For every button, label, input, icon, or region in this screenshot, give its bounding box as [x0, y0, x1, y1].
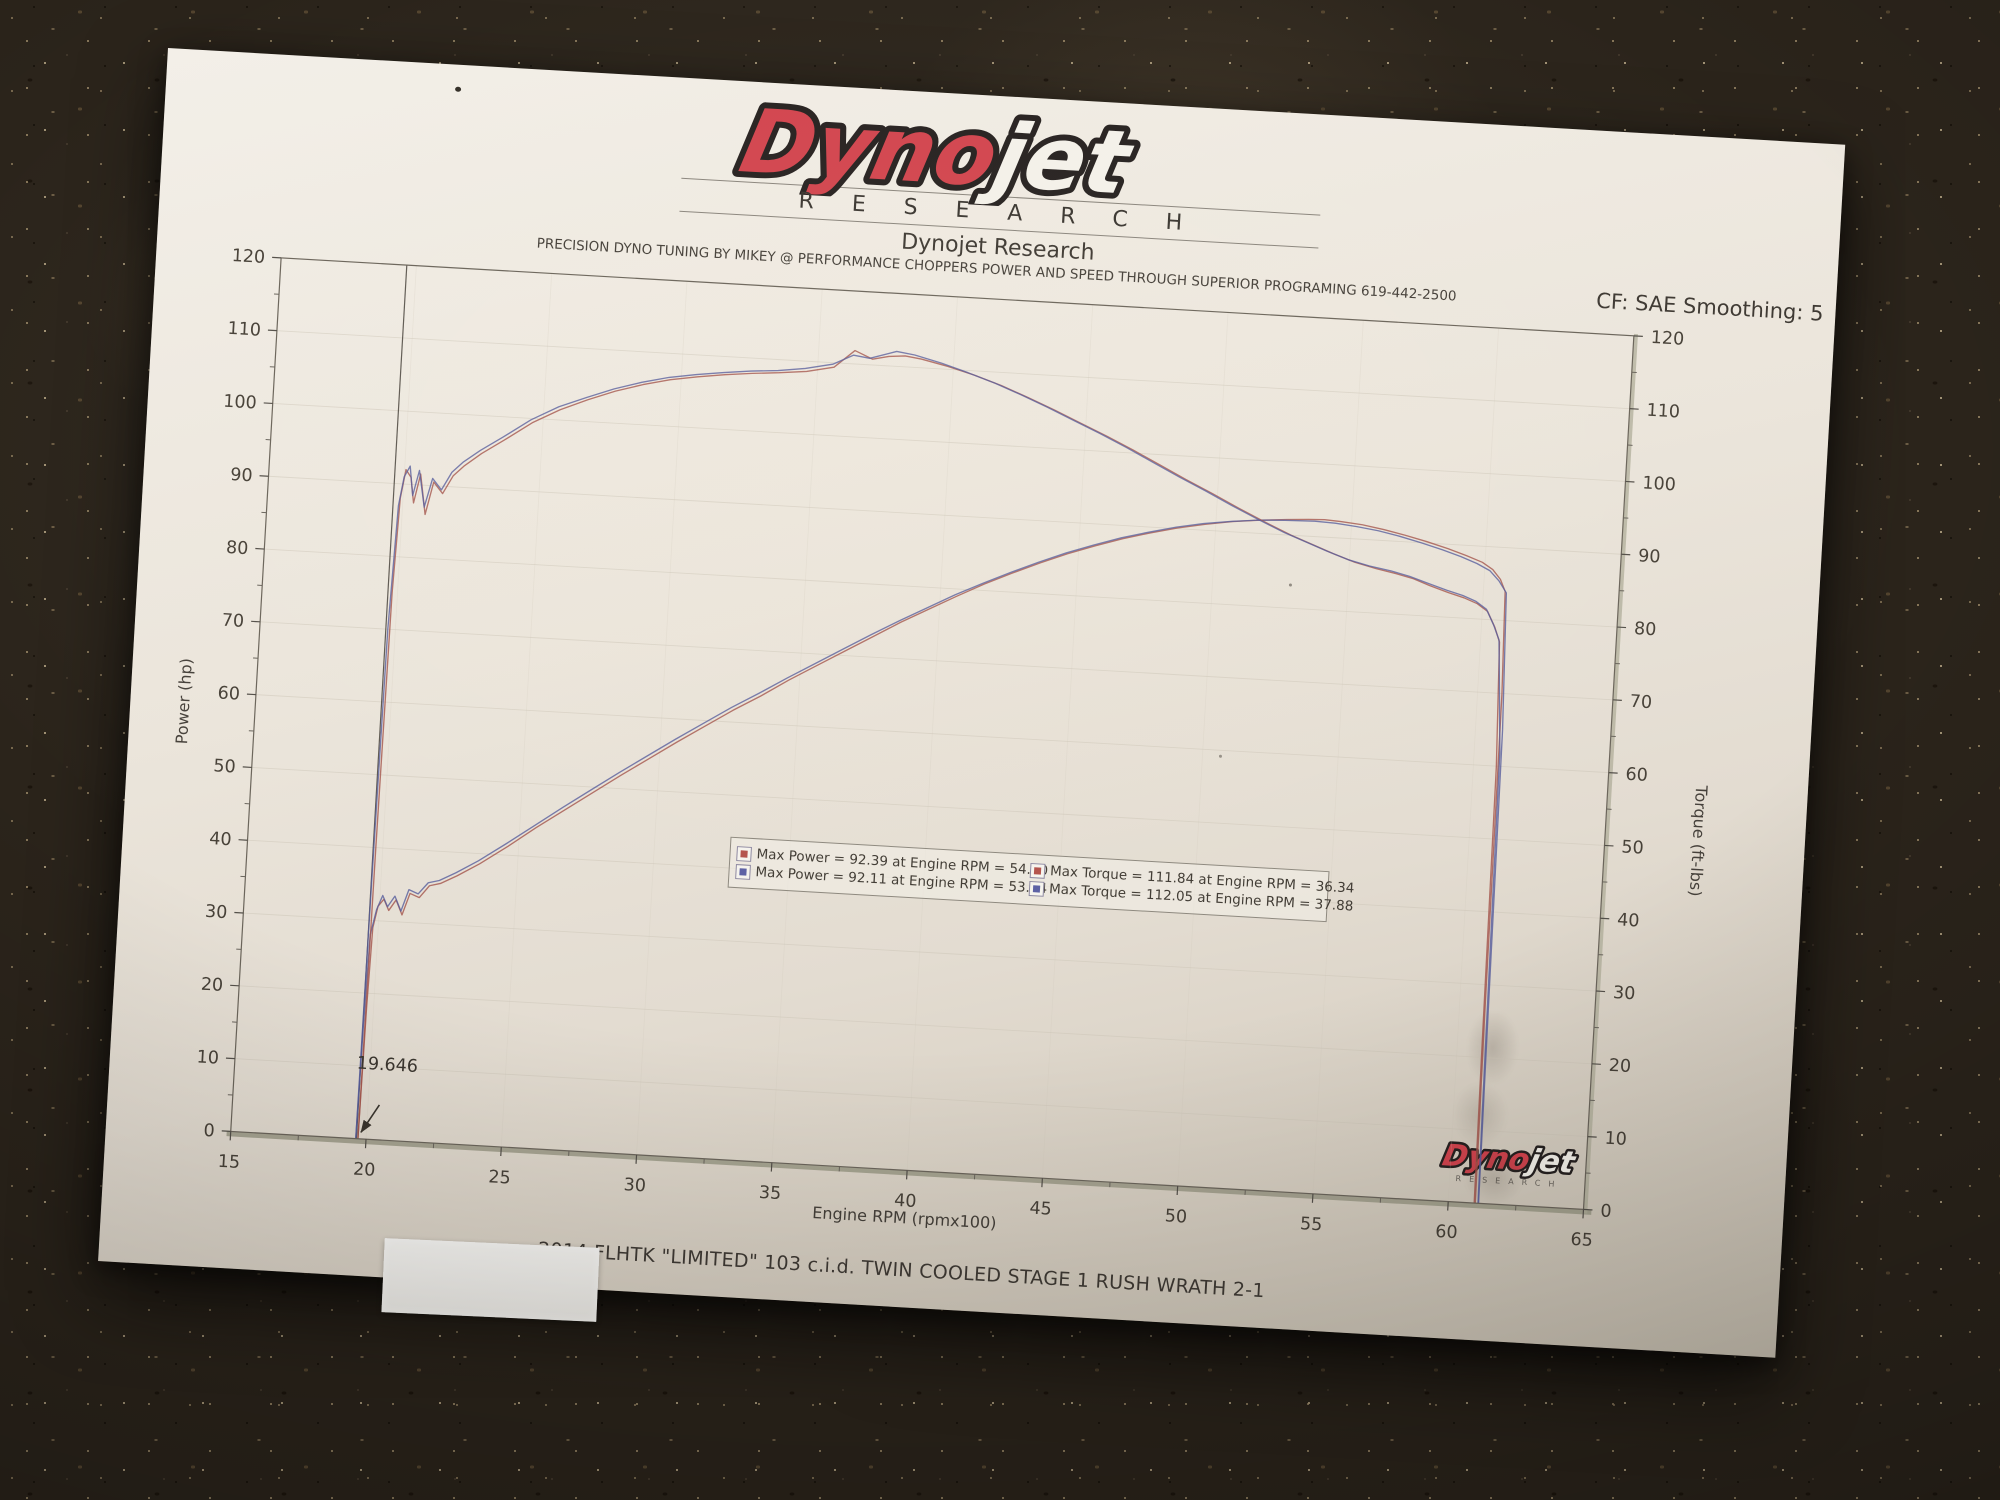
- axis-ticks-and-labels: 0 10 20 30 40 50 60 70 80 90 100 110 120 0 10 20 30 40 50 6…: [196, 246, 1685, 1251]
- dyno-curves: [355, 349, 1508, 1204]
- small-logo-text-dyno: Dyno: [1439, 1139, 1533, 1178]
- x-axis-tick-label: 40: [894, 1191, 917, 1212]
- right-axis-tick-label: 20: [1608, 1056, 1631, 1077]
- dynojet-logo-graphic: Dynojet: [726, 84, 1148, 220]
- cursor-annotation: 19.646: [356, 1054, 419, 1134]
- right-axis-tick-label: 50: [1621, 837, 1644, 858]
- curve-power-run-1-red-: [357, 518, 1506, 1204]
- logo-text-dyno: Dyno: [732, 90, 1007, 206]
- x-axis-tick-label: 35: [758, 1183, 781, 1204]
- whiteout-label-patch: [381, 1238, 600, 1322]
- dynojet-logo-small: Dynojet RESEARCH: [1423, 1134, 1589, 1190]
- right-axis-tick-label: 30: [1612, 983, 1635, 1004]
- red-square-icon: [740, 849, 748, 858]
- legend-marker-box: [1029, 862, 1046, 879]
- x-axis-tick-label: 20: [353, 1160, 376, 1181]
- left-axis-tick-label: 0: [203, 1121, 215, 1142]
- left-axis-tick-label: 110: [227, 319, 262, 341]
- printed-dyno-sheet: Dynojet RESEARCH Dynojet Research PRECIS…: [98, 48, 1846, 1358]
- x-axis-tick-label: 45: [1029, 1199, 1052, 1220]
- right-axis-tick-label: 80: [1633, 619, 1656, 640]
- left-axis-tick-label: 50: [213, 756, 236, 777]
- dyno-chart: Power (hp) Torque (ft-lbs) Engine RPM (r…: [101, 236, 1834, 1306]
- x-axis-tick-label: 65: [1570, 1230, 1593, 1251]
- dynojet-logo: Dynojet RESEARCH: [160, 48, 1845, 278]
- left-axis-tick-label: 60: [217, 683, 240, 704]
- gridlines: [234, 265, 1630, 1202]
- left-axis-tick-label: 120: [231, 246, 266, 268]
- x-axis-tick-label: 25: [488, 1167, 511, 1188]
- x-axis-tick-label: 55: [1299, 1214, 1322, 1235]
- right-axis-tick-label: 60: [1625, 765, 1648, 786]
- left-axis-tick-label: 20: [200, 975, 223, 996]
- right-axis-tick-label: 120: [1650, 328, 1685, 350]
- legend-marker-box: [736, 845, 753, 862]
- x-axis-tick-label: 50: [1164, 1206, 1187, 1227]
- legend-marker-box: [735, 863, 751, 880]
- right-axis-tick-label: 40: [1617, 910, 1640, 931]
- right-axis-tick-label: 10: [1604, 1129, 1627, 1150]
- curve-torque-run-2-blue-: [355, 350, 1501, 1204]
- x-axis-tick-label: 60: [1435, 1222, 1458, 1243]
- curve-power-run-2-blue-: [355, 519, 1508, 1204]
- left-axis-tick-label: 40: [209, 829, 232, 850]
- right-axis-tick-label: 110: [1646, 401, 1681, 423]
- blue-square-icon: [739, 867, 747, 876]
- left-axis-tick-label: 30: [204, 902, 227, 923]
- right-axis-tick-label: 90: [1638, 546, 1661, 567]
- legend-marker-box: [1028, 880, 1045, 897]
- x-axis-tick-label: 15: [217, 1152, 240, 1173]
- curve-torque-run-1-red-: [357, 349, 1501, 1204]
- right-axis-tick-label: 70: [1629, 692, 1652, 713]
- cursor-value-label: 19.646: [356, 1054, 418, 1077]
- red-square-icon: [1033, 866, 1042, 875]
- x-axis-tick-label: 30: [623, 1175, 646, 1196]
- svg-text:Dynojet: Dynojet: [732, 90, 1142, 214]
- left-axis-tick-label: 80: [225, 538, 248, 559]
- right-axis-tick-label: 100: [1642, 473, 1677, 495]
- left-axis-tick-label: 10: [196, 1047, 219, 1068]
- blue-square-icon: [1032, 884, 1041, 893]
- chart-canvas: 0 10 20 30 40 50 60 70 80 90 100 110 120 0 10 20 30 40 50 6…: [196, 246, 1685, 1251]
- left-axis-tick-label: 100: [223, 392, 258, 414]
- left-axis-tick-label: 70: [221, 611, 244, 632]
- svg-text:Dynojet: Dynojet: [1439, 1139, 1579, 1181]
- right-axis-tick-label: 0: [1600, 1201, 1612, 1222]
- left-axis-tick-label: 90: [230, 465, 253, 486]
